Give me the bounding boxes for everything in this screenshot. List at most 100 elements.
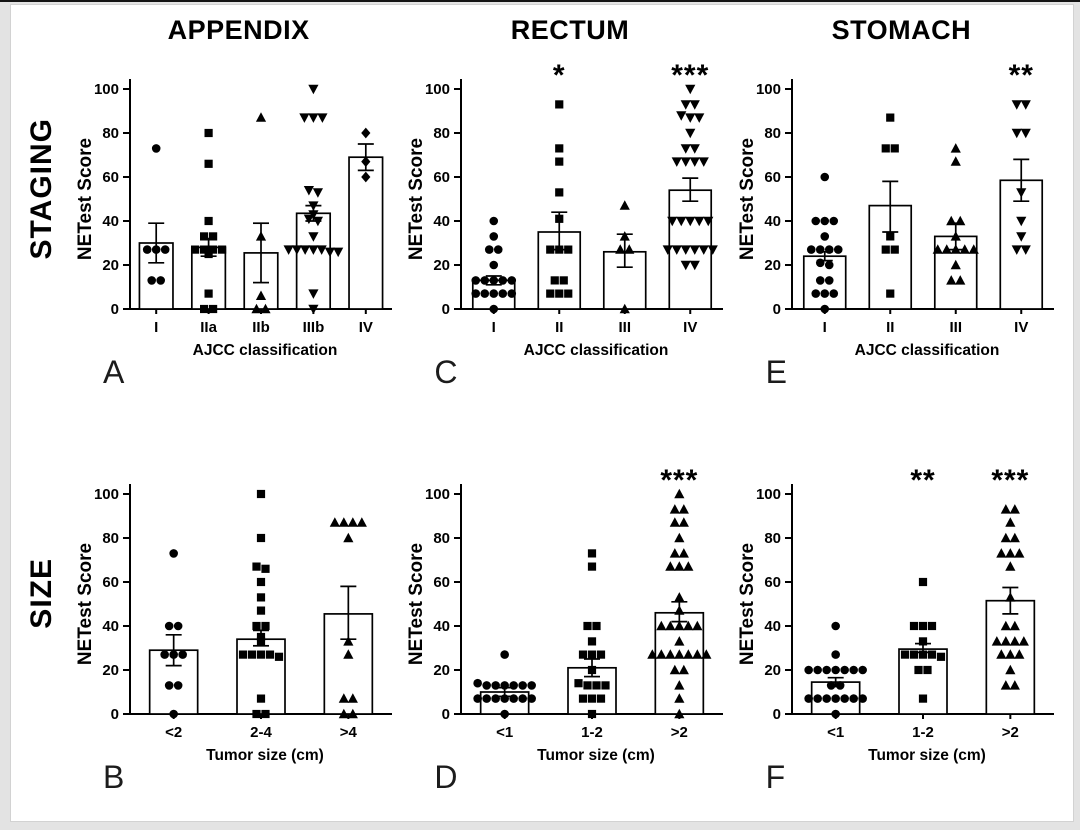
chart-appendix-size: 0 20 40 60 80 100 NETest Score <2 2-4 >4 Tumor siz… — [75, 484, 392, 764]
svg-text:0: 0 — [442, 301, 450, 318]
svg-text:II: II — [555, 319, 563, 336]
svg-text:20: 20 — [765, 662, 782, 679]
svg-text:60: 60 — [433, 574, 450, 591]
svg-text:80: 80 — [433, 125, 450, 142]
panel-b: 0 20 40 60 80 100 NETest Score <2 2-4 >4 Tumor siz… — [73, 414, 404, 819]
panel-e: STOMACH 0 20 40 60 80 100 NETest Score I II III IV… — [736, 9, 1067, 414]
svg-text:0: 0 — [773, 301, 781, 318]
panel-d: 0 20 40 60 80 100 NETest Score <1 1-2 >2 *** Tumor … — [404, 414, 735, 819]
svg-text:<1: <1 — [827, 724, 844, 741]
svg-text:2-4: 2-4 — [250, 724, 272, 741]
svg-text:1-2: 1-2 — [581, 724, 603, 741]
svg-text:IV: IV — [1014, 319, 1028, 336]
svg-text:40: 40 — [765, 213, 782, 230]
svg-text:I: I — [823, 319, 827, 336]
svg-text:I: I — [492, 319, 496, 336]
svg-text:20: 20 — [433, 257, 450, 274]
panel-title-stomach: STOMACH — [831, 15, 972, 45]
svg-text:II: II — [886, 319, 894, 336]
svg-text:NETest Score: NETest Score — [406, 138, 427, 260]
svg-text:Tumor size (cm): Tumor size (cm) — [868, 747, 986, 764]
panel-title-appendix: APPENDIX — [167, 15, 310, 45]
svg-text:80: 80 — [102, 125, 119, 142]
svg-text:NETest Score: NETest Score — [737, 543, 758, 665]
chart-appendix-staging: 0 20 40 60 80 100 NETest Score I IIa IIb IIIb IV AJC… — [75, 79, 392, 359]
svg-text:60: 60 — [102, 169, 119, 186]
panel-a: APPENDIX 0 20 40 60 80 100 NETest Score I IIa IIb… — [73, 9, 404, 414]
svg-text:40: 40 — [433, 618, 450, 635]
svg-text:IIIb: IIIb — [302, 319, 324, 336]
svg-text:20: 20 — [102, 662, 119, 679]
svg-text:20: 20 — [765, 257, 782, 274]
svg-text:**: ** — [911, 464, 936, 497]
svg-text:**: ** — [1009, 59, 1034, 92]
svg-text:NETest Score: NETest Score — [75, 138, 96, 260]
top-border — [0, 0, 1080, 2]
panel-letter-c: C — [434, 354, 458, 390]
svg-text:>4: >4 — [339, 724, 357, 741]
svg-text:***: *** — [992, 464, 1030, 497]
panel-letter-e: E — [765, 354, 787, 390]
svg-text:40: 40 — [433, 213, 450, 230]
chart-rectum-size: 0 20 40 60 80 100 NETest Score <1 1-2 >2 *** Tumor … — [406, 464, 723, 764]
svg-text:AJCC classification: AJCC classification — [192, 342, 337, 359]
panel-letter-a: A — [103, 354, 125, 390]
svg-text:20: 20 — [433, 662, 450, 679]
figure-grid: STAGING APPENDIX 0 20 40 60 80 100 NETest Scor… — [11, 5, 1073, 821]
row-label-staging-text: STAGING — [25, 117, 58, 260]
svg-text:80: 80 — [433, 530, 450, 547]
svg-text:<2: <2 — [165, 724, 182, 741]
svg-text:>2: >2 — [1002, 724, 1019, 741]
svg-text:IV: IV — [358, 319, 372, 336]
svg-text:60: 60 — [433, 169, 450, 186]
svg-text:IV: IV — [683, 319, 697, 336]
panel-letter-b: B — [103, 759, 125, 795]
svg-text:100: 100 — [756, 486, 781, 503]
svg-text:80: 80 — [765, 125, 782, 142]
svg-text:AJCC classification: AJCC classification — [855, 342, 1000, 359]
row-label-size-text: SIZE — [25, 558, 58, 629]
svg-text:Tumor size (cm): Tumor size (cm) — [206, 747, 324, 764]
row-label-size: SIZE — [11, 414, 73, 819]
svg-text:1-2: 1-2 — [912, 724, 934, 741]
svg-text:100: 100 — [94, 81, 119, 98]
svg-text:100: 100 — [94, 486, 119, 503]
svg-text:*: * — [553, 59, 566, 92]
svg-text:20: 20 — [102, 257, 119, 274]
svg-text:I: I — [154, 319, 158, 336]
svg-text:***: *** — [671, 59, 709, 92]
svg-text:80: 80 — [765, 530, 782, 547]
panel-title-rectum: RECTUM — [510, 15, 630, 45]
svg-text:80: 80 — [102, 530, 119, 547]
svg-text:0: 0 — [110, 706, 118, 723]
figure: STAGING APPENDIX 0 20 40 60 80 100 NETest Scor… — [10, 4, 1074, 822]
svg-text:III: III — [618, 319, 631, 336]
row-label-staging: STAGING — [11, 9, 73, 414]
svg-text:NETest Score: NETest Score — [737, 138, 758, 260]
panel-f: 0 20 40 60 80 100 NETest Score <1 1-2 ** >2 *** Tumo… — [736, 414, 1067, 819]
svg-text:AJCC classification: AJCC classification — [524, 342, 669, 359]
svg-text:0: 0 — [773, 706, 781, 723]
svg-text:NETest Score: NETest Score — [406, 543, 427, 665]
svg-text:100: 100 — [756, 81, 781, 98]
svg-text:0: 0 — [110, 301, 118, 318]
svg-text:60: 60 — [102, 574, 119, 591]
svg-text:60: 60 — [765, 169, 782, 186]
svg-text:40: 40 — [765, 618, 782, 635]
svg-text:60: 60 — [765, 574, 782, 591]
panel-letter-d: D — [434, 759, 458, 795]
svg-text:100: 100 — [425, 81, 450, 98]
svg-text:NETest Score: NETest Score — [75, 543, 96, 665]
svg-text:IIb: IIb — [252, 319, 270, 336]
svg-text:40: 40 — [102, 213, 119, 230]
svg-text:0: 0 — [442, 706, 450, 723]
svg-text:<1: <1 — [496, 724, 513, 741]
panel-letter-f: F — [765, 759, 786, 795]
chart-stomach-size: 0 20 40 60 80 100 NETest Score <1 1-2 ** >2 *** Tumo… — [737, 464, 1055, 764]
svg-text:IIa: IIa — [200, 319, 217, 336]
svg-text:III: III — [950, 319, 963, 336]
svg-text:40: 40 — [102, 618, 119, 635]
svg-text:>2: >2 — [671, 724, 688, 741]
